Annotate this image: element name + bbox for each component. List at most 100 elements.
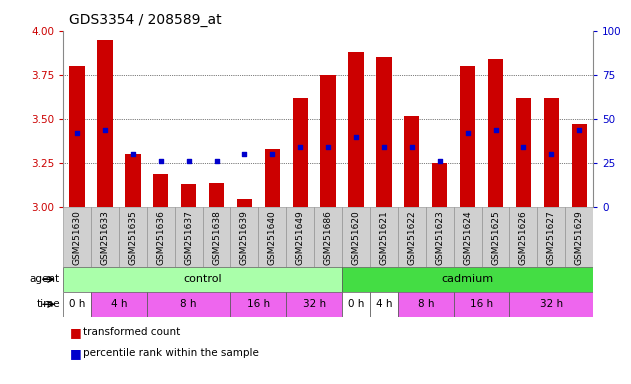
Text: GSM251635: GSM251635 bbox=[128, 210, 138, 265]
Bar bbox=[454, 207, 481, 267]
Text: GSM251623: GSM251623 bbox=[435, 210, 444, 265]
Text: GSM251629: GSM251629 bbox=[575, 210, 584, 265]
Bar bbox=[175, 207, 203, 267]
Text: GSM251620: GSM251620 bbox=[351, 210, 360, 265]
Text: GSM251630: GSM251630 bbox=[73, 210, 81, 265]
Point bbox=[295, 144, 305, 151]
Bar bbox=[237, 199, 252, 207]
Text: GSM251627: GSM251627 bbox=[547, 210, 556, 265]
Bar bbox=[209, 183, 224, 207]
Text: GSM251640: GSM251640 bbox=[268, 210, 277, 265]
Text: cadmium: cadmium bbox=[442, 274, 493, 285]
Point bbox=[156, 158, 166, 164]
Bar bbox=[230, 292, 286, 317]
Bar bbox=[258, 207, 286, 267]
Text: 0 h: 0 h bbox=[348, 299, 364, 310]
Text: agent: agent bbox=[30, 274, 60, 285]
Bar bbox=[538, 207, 565, 267]
Text: GSM251624: GSM251624 bbox=[463, 210, 472, 265]
Bar bbox=[125, 154, 141, 207]
Bar bbox=[230, 207, 258, 267]
Point bbox=[72, 130, 82, 136]
Text: control: control bbox=[183, 274, 222, 285]
Point bbox=[463, 130, 473, 136]
Text: ■: ■ bbox=[69, 347, 81, 360]
Text: GSM251633: GSM251633 bbox=[100, 210, 109, 265]
Bar bbox=[147, 292, 230, 317]
Text: 8 h: 8 h bbox=[418, 299, 434, 310]
Bar bbox=[97, 40, 112, 207]
Point bbox=[435, 158, 445, 164]
Text: GSM251637: GSM251637 bbox=[184, 210, 193, 265]
Text: GSM251638: GSM251638 bbox=[212, 210, 221, 265]
Bar bbox=[509, 292, 593, 317]
Point bbox=[184, 158, 194, 164]
Bar bbox=[147, 207, 175, 267]
Text: ■: ■ bbox=[69, 326, 81, 339]
Bar bbox=[572, 124, 587, 207]
Text: 4 h: 4 h bbox=[375, 299, 392, 310]
Bar bbox=[516, 98, 531, 207]
Bar bbox=[398, 292, 454, 317]
Point bbox=[323, 144, 333, 151]
Text: GSM251636: GSM251636 bbox=[156, 210, 165, 265]
Bar bbox=[91, 292, 147, 317]
Bar bbox=[370, 292, 398, 317]
Text: GSM251621: GSM251621 bbox=[379, 210, 389, 265]
Bar bbox=[314, 207, 342, 267]
Bar bbox=[376, 57, 392, 207]
Bar bbox=[398, 207, 426, 267]
Bar bbox=[63, 207, 91, 267]
Text: time: time bbox=[37, 299, 60, 310]
Point bbox=[574, 127, 584, 133]
Text: 32 h: 32 h bbox=[303, 299, 326, 310]
Point bbox=[100, 127, 110, 133]
Bar bbox=[153, 174, 168, 207]
Point bbox=[518, 144, 528, 151]
Text: GSM251622: GSM251622 bbox=[408, 210, 416, 265]
Bar bbox=[293, 98, 308, 207]
Bar bbox=[286, 207, 314, 267]
Bar bbox=[63, 292, 91, 317]
Text: 0 h: 0 h bbox=[69, 299, 85, 310]
Bar bbox=[264, 149, 280, 207]
Bar bbox=[69, 66, 85, 207]
Bar bbox=[509, 207, 538, 267]
Point bbox=[239, 151, 249, 157]
Text: GDS3354 / 208589_at: GDS3354 / 208589_at bbox=[69, 13, 222, 27]
Bar bbox=[460, 66, 475, 207]
Bar bbox=[203, 207, 230, 267]
Bar bbox=[488, 59, 503, 207]
Point bbox=[407, 144, 417, 151]
Text: 8 h: 8 h bbox=[180, 299, 197, 310]
Bar bbox=[91, 207, 119, 267]
Bar bbox=[181, 184, 196, 207]
Text: GSM251639: GSM251639 bbox=[240, 210, 249, 265]
Text: GSM251686: GSM251686 bbox=[324, 210, 333, 265]
Point bbox=[268, 151, 278, 157]
Point bbox=[379, 144, 389, 151]
Bar bbox=[481, 207, 509, 267]
Point bbox=[546, 151, 557, 157]
Bar bbox=[63, 267, 342, 292]
Text: 16 h: 16 h bbox=[470, 299, 493, 310]
Bar bbox=[404, 116, 420, 207]
Text: GSM251626: GSM251626 bbox=[519, 210, 528, 265]
Bar bbox=[342, 292, 370, 317]
Text: 4 h: 4 h bbox=[110, 299, 127, 310]
Bar bbox=[370, 207, 398, 267]
Text: transformed count: transformed count bbox=[83, 327, 180, 337]
Text: percentile rank within the sample: percentile rank within the sample bbox=[83, 348, 259, 358]
Bar bbox=[454, 292, 509, 317]
Point bbox=[490, 127, 500, 133]
Text: GSM251649: GSM251649 bbox=[296, 210, 305, 265]
Bar bbox=[544, 98, 559, 207]
Point bbox=[128, 151, 138, 157]
Bar bbox=[432, 163, 447, 207]
Bar bbox=[342, 207, 370, 267]
Point bbox=[351, 134, 361, 140]
Bar bbox=[348, 52, 363, 207]
Text: 16 h: 16 h bbox=[247, 299, 270, 310]
Bar bbox=[342, 267, 593, 292]
Bar bbox=[426, 207, 454, 267]
